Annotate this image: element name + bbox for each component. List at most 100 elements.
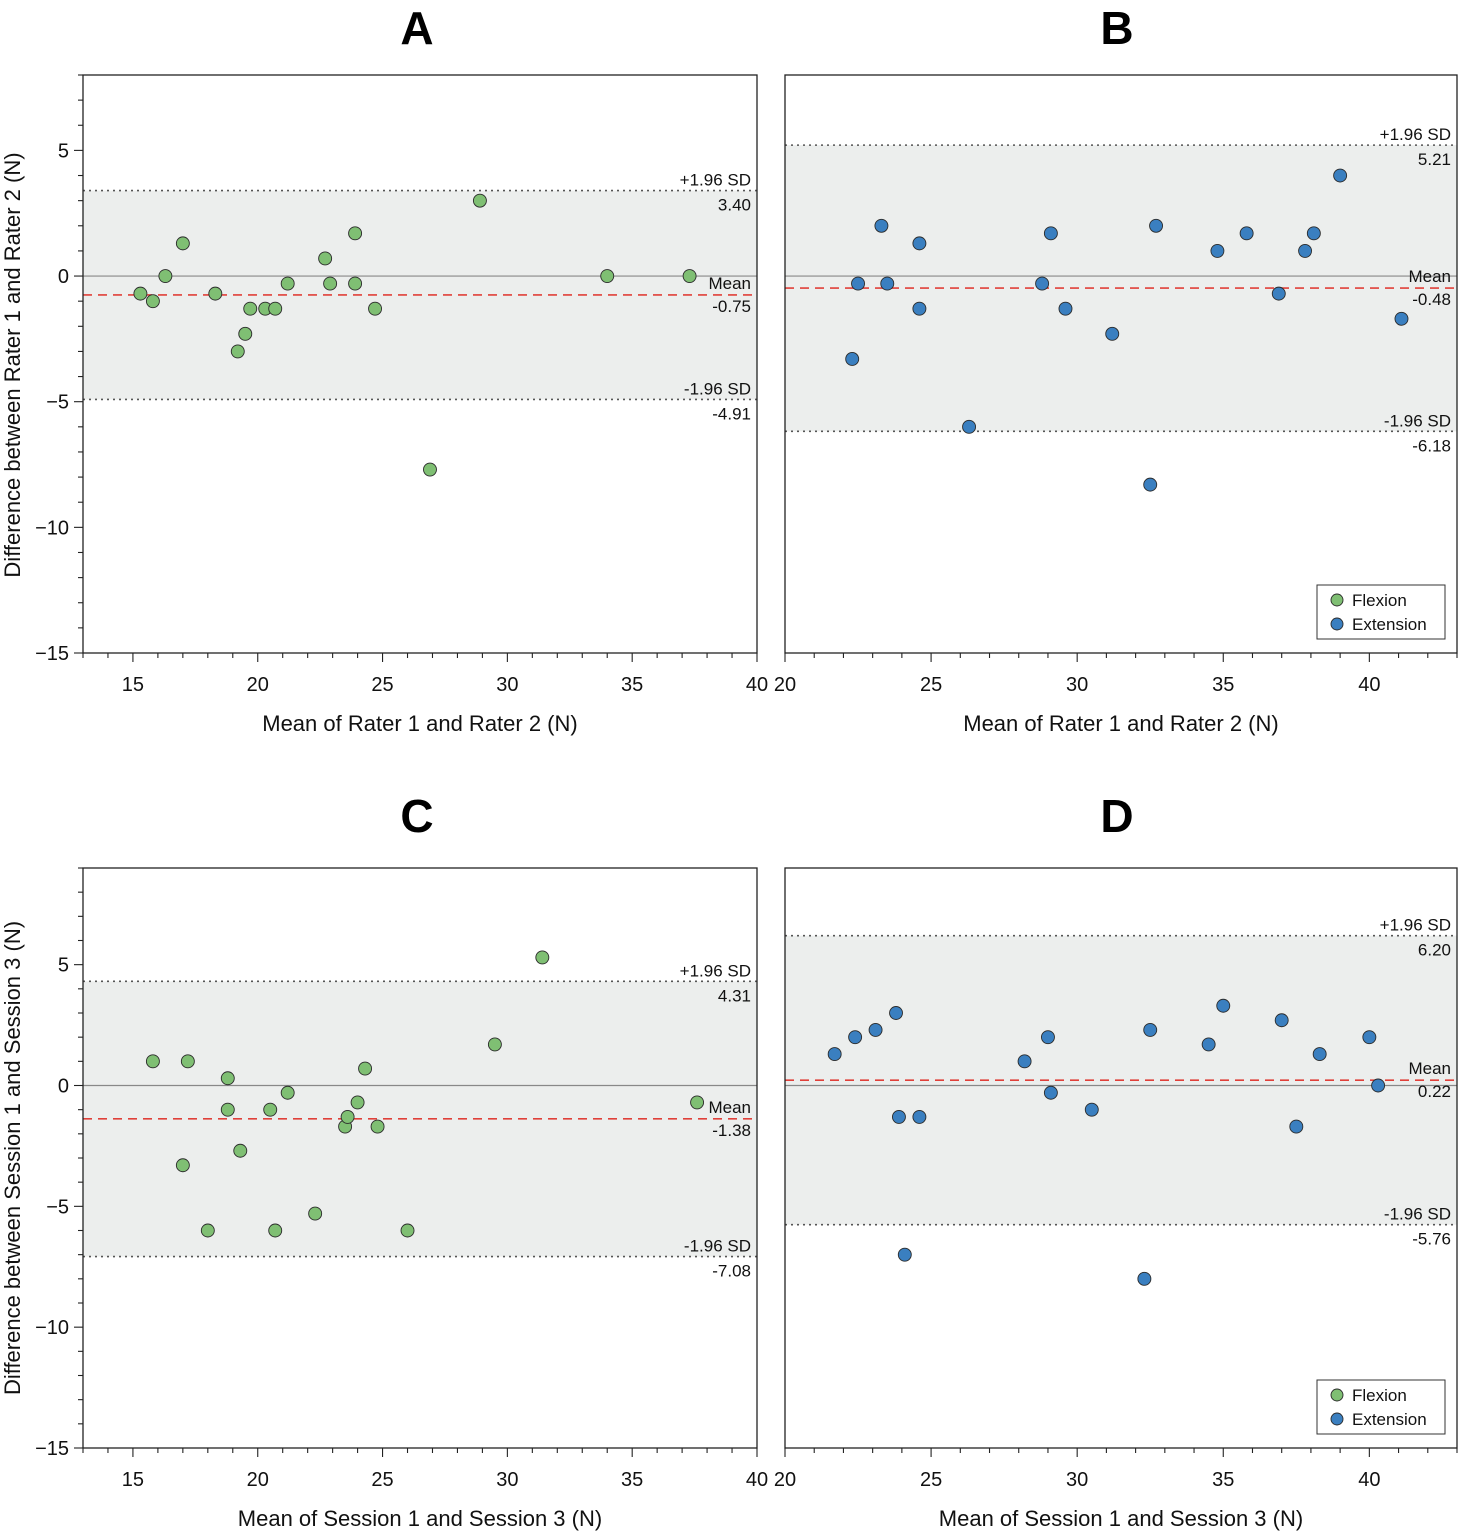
panel-b-point-14: [1210, 243, 1225, 258]
panel-d-mean-label: Mean: [1408, 1059, 1451, 1078]
panel-b-point-3: [874, 218, 889, 233]
panel-c-y-tick-label: −10: [35, 1317, 69, 1339]
panel-b-point-16: [1271, 286, 1286, 301]
panel-b-x-tick-label: 25: [920, 674, 942, 696]
panel-c-x-axis-title: Mean of Session 1 and Session 3 (N): [238, 1506, 602, 1531]
panel-c-mean-value: -1.38: [712, 1121, 751, 1140]
panel-d-title: D: [1100, 790, 1133, 842]
panel-a-point-16: [368, 301, 383, 316]
panel-a-y-tick-label: −10: [35, 517, 69, 539]
panel-c-x-tick-label: 35: [621, 1469, 643, 1491]
panel-c-lower-sd-label: -1.96 SD: [684, 1237, 751, 1256]
panel-c-point-2: [175, 1158, 190, 1173]
panel-d-x-tick-label: 30: [1066, 1469, 1088, 1491]
panel-d-point-5: [891, 1109, 906, 1124]
panel-a-y-tick-label: 0: [58, 266, 69, 288]
panel-d-lower-sd-value: -5.76: [1412, 1230, 1451, 1249]
panel-d-upper-sd-label: +1.96 SD: [1380, 916, 1451, 935]
panel-c-mean-label: Mean: [708, 1098, 751, 1117]
panel-b-upper-sd-value: 5.21: [1418, 150, 1451, 169]
panel-a-point-6: [230, 344, 245, 359]
panel-d-legend-extension-label: Extension: [1352, 1410, 1427, 1429]
panel-b-x-tick-label: 35: [1212, 674, 1234, 696]
panel-a-upper-sd-label: +1.96 SD: [680, 171, 751, 190]
panel-a-title: A: [400, 2, 433, 54]
panel-a-mean-label: Mean: [708, 274, 751, 293]
panel-d-mean-value: 0.22: [1418, 1082, 1451, 1101]
panel-a-x-tick-label: 40: [746, 674, 768, 696]
panel-b-legend: Flexion Extension: [1316, 584, 1446, 640]
panel-c-point-20: [690, 1095, 705, 1110]
panel-b-x-tick-label: 40: [1358, 674, 1380, 696]
panel-b-title: B: [1100, 2, 1133, 54]
panel-a-point-2: [145, 294, 160, 309]
panel-b-point-6: [912, 301, 927, 316]
panel-a-x-tick-label: 35: [621, 674, 643, 696]
panel-c-point-10: [280, 1085, 295, 1100]
panel-a-y-tick-label: −5: [46, 392, 69, 414]
panel-d-point-11: [1084, 1102, 1099, 1117]
panel-a-point-15: [348, 276, 363, 291]
panel-d-point-8: [1017, 1054, 1032, 1069]
panel-b-point-1: [845, 352, 860, 366]
panel-a-point-13: [323, 276, 338, 291]
panel-b-point-20: [1394, 311, 1409, 326]
panel-d-x-tick-label: 20: [774, 1469, 796, 1491]
panel-d-point-16: [1274, 1013, 1289, 1028]
panel-a-x-tick-label: 20: [247, 674, 269, 696]
panel-b-point-7: [962, 419, 977, 434]
panel-c-lower-sd-value: -7.08: [712, 1262, 751, 1281]
panel-d-legend-flexion-label: Flexion: [1352, 1386, 1407, 1405]
panel-c-point-6: [220, 1102, 235, 1117]
panel-d-x-tick-label: 25: [920, 1469, 942, 1491]
panel-d-lower-sd-label: -1.96 SD: [1384, 1205, 1451, 1224]
panel-b-point-18: [1306, 226, 1321, 241]
panel-c-point-9: [268, 1223, 283, 1238]
panel-c-point-17: [400, 1223, 415, 1238]
panel-c-y-tick-label: 5: [58, 955, 69, 977]
panel-c-point-5: [220, 1071, 235, 1086]
panel-a-y-tick-label: 5: [58, 140, 69, 162]
panel-b-mean-value: -0.48: [1412, 290, 1451, 309]
panel-b-lower-sd-label: -1.96 SD: [1384, 411, 1451, 430]
bottom-row-y-axis-title: Difference between Session 1 and Session…: [0, 921, 25, 1395]
panel-d-point-12: [1137, 1271, 1152, 1286]
panel-c-point-4: [200, 1223, 215, 1238]
panel-b-x-axis-title: Mean of Rater 1 and Rater 2 (N): [963, 711, 1278, 736]
panel-b-point-19: [1333, 168, 1348, 183]
panel-d-point-2: [848, 1030, 863, 1045]
panel-a-x-tick-label: 15: [122, 674, 144, 696]
panel-c-upper-sd-value: 4.31: [718, 986, 751, 1005]
panel-b: +1.96 SD 5.21 Mean -0.48 -1.96 SD -6.18 20 25 30…: [774, 2, 1458, 736]
panel-c-point-15: [358, 1061, 373, 1076]
panel-a-point-18: [472, 193, 487, 208]
panel-c-x-tick-label: 15: [122, 1469, 144, 1491]
panel-b-point-8: [1035, 276, 1050, 291]
panel-a: +1.96 SD 3.40 Mean -0.75 -1.96 SD -4.91 15 20 25…: [35, 2, 768, 736]
panel-a-point-17: [423, 462, 437, 477]
panel-a-point-14: [348, 226, 363, 241]
panel-b-point-10: [1058, 301, 1073, 316]
panel-d-point-17: [1289, 1119, 1304, 1134]
panel-a-point-20: [682, 269, 697, 283]
top-row-y-axis-title: Difference between Rater 1 and Rater 2 (…: [0, 152, 25, 577]
panel-a-upper-sd-value: 3.40: [718, 196, 751, 215]
panel-b-legend-flexion-label: Flexion: [1352, 591, 1407, 610]
panel-a-x-tick-label: 30: [496, 674, 518, 696]
panel-b-mean-label: Mean: [1408, 267, 1451, 286]
panel-b-frame: [784, 74, 1458, 654]
panel-c-x-tick-label: 20: [247, 1469, 269, 1491]
panel-d-point-19: [1362, 1030, 1377, 1045]
panel-c-y-tick-label: 0: [58, 1076, 69, 1098]
panel-c-point-7: [233, 1143, 248, 1158]
panel-d-point-10: [1043, 1085, 1058, 1100]
panel-b-point-11: [1105, 326, 1120, 341]
panel-c-x-tick-label: 40: [746, 1469, 768, 1491]
panel-a-point-4: [175, 236, 190, 251]
panel-d-point-7: [912, 1109, 927, 1124]
panel-d-x-axis-title: Mean of Session 1 and Session 3 (N): [939, 1506, 1303, 1531]
panel-c-point-13: [340, 1109, 355, 1124]
panel-d-point-6: [897, 1247, 912, 1262]
panel-a-point-10: [268, 301, 283, 316]
